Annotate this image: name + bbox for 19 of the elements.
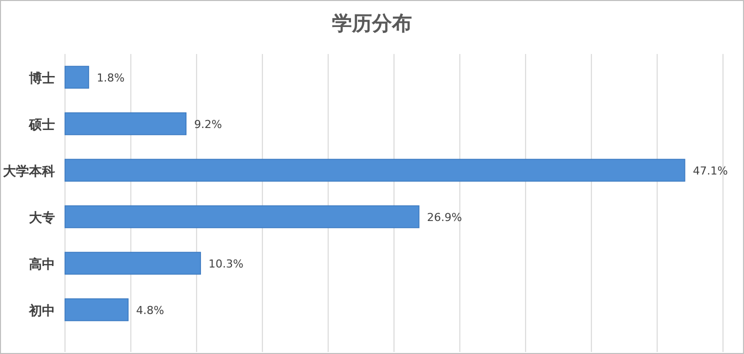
y-tick-label: 博士 [28,70,55,86]
y-tick-label: 初中 [28,302,55,319]
data-label: 26.9% [427,210,462,224]
bar [64,298,129,322]
data-label: 9.2% [194,118,222,131]
y-tick-label: 高中 [29,256,55,272]
y-tick-label: 大专 [29,210,55,226]
data-label: 4.8% [136,304,164,317]
y-tick-label: 硕士 [28,118,55,133]
data-label: 1.8% [96,71,125,84]
bar [64,158,686,182]
data-label: 10.3% [208,257,244,270]
y-tick-label: 大学本科 [3,164,55,180]
bar [64,252,201,275]
bar [64,205,420,228]
bar [64,66,90,89]
data-label: 47.1% [692,164,728,178]
chart-title: 学历分布 [332,11,412,35]
bar [64,112,186,136]
